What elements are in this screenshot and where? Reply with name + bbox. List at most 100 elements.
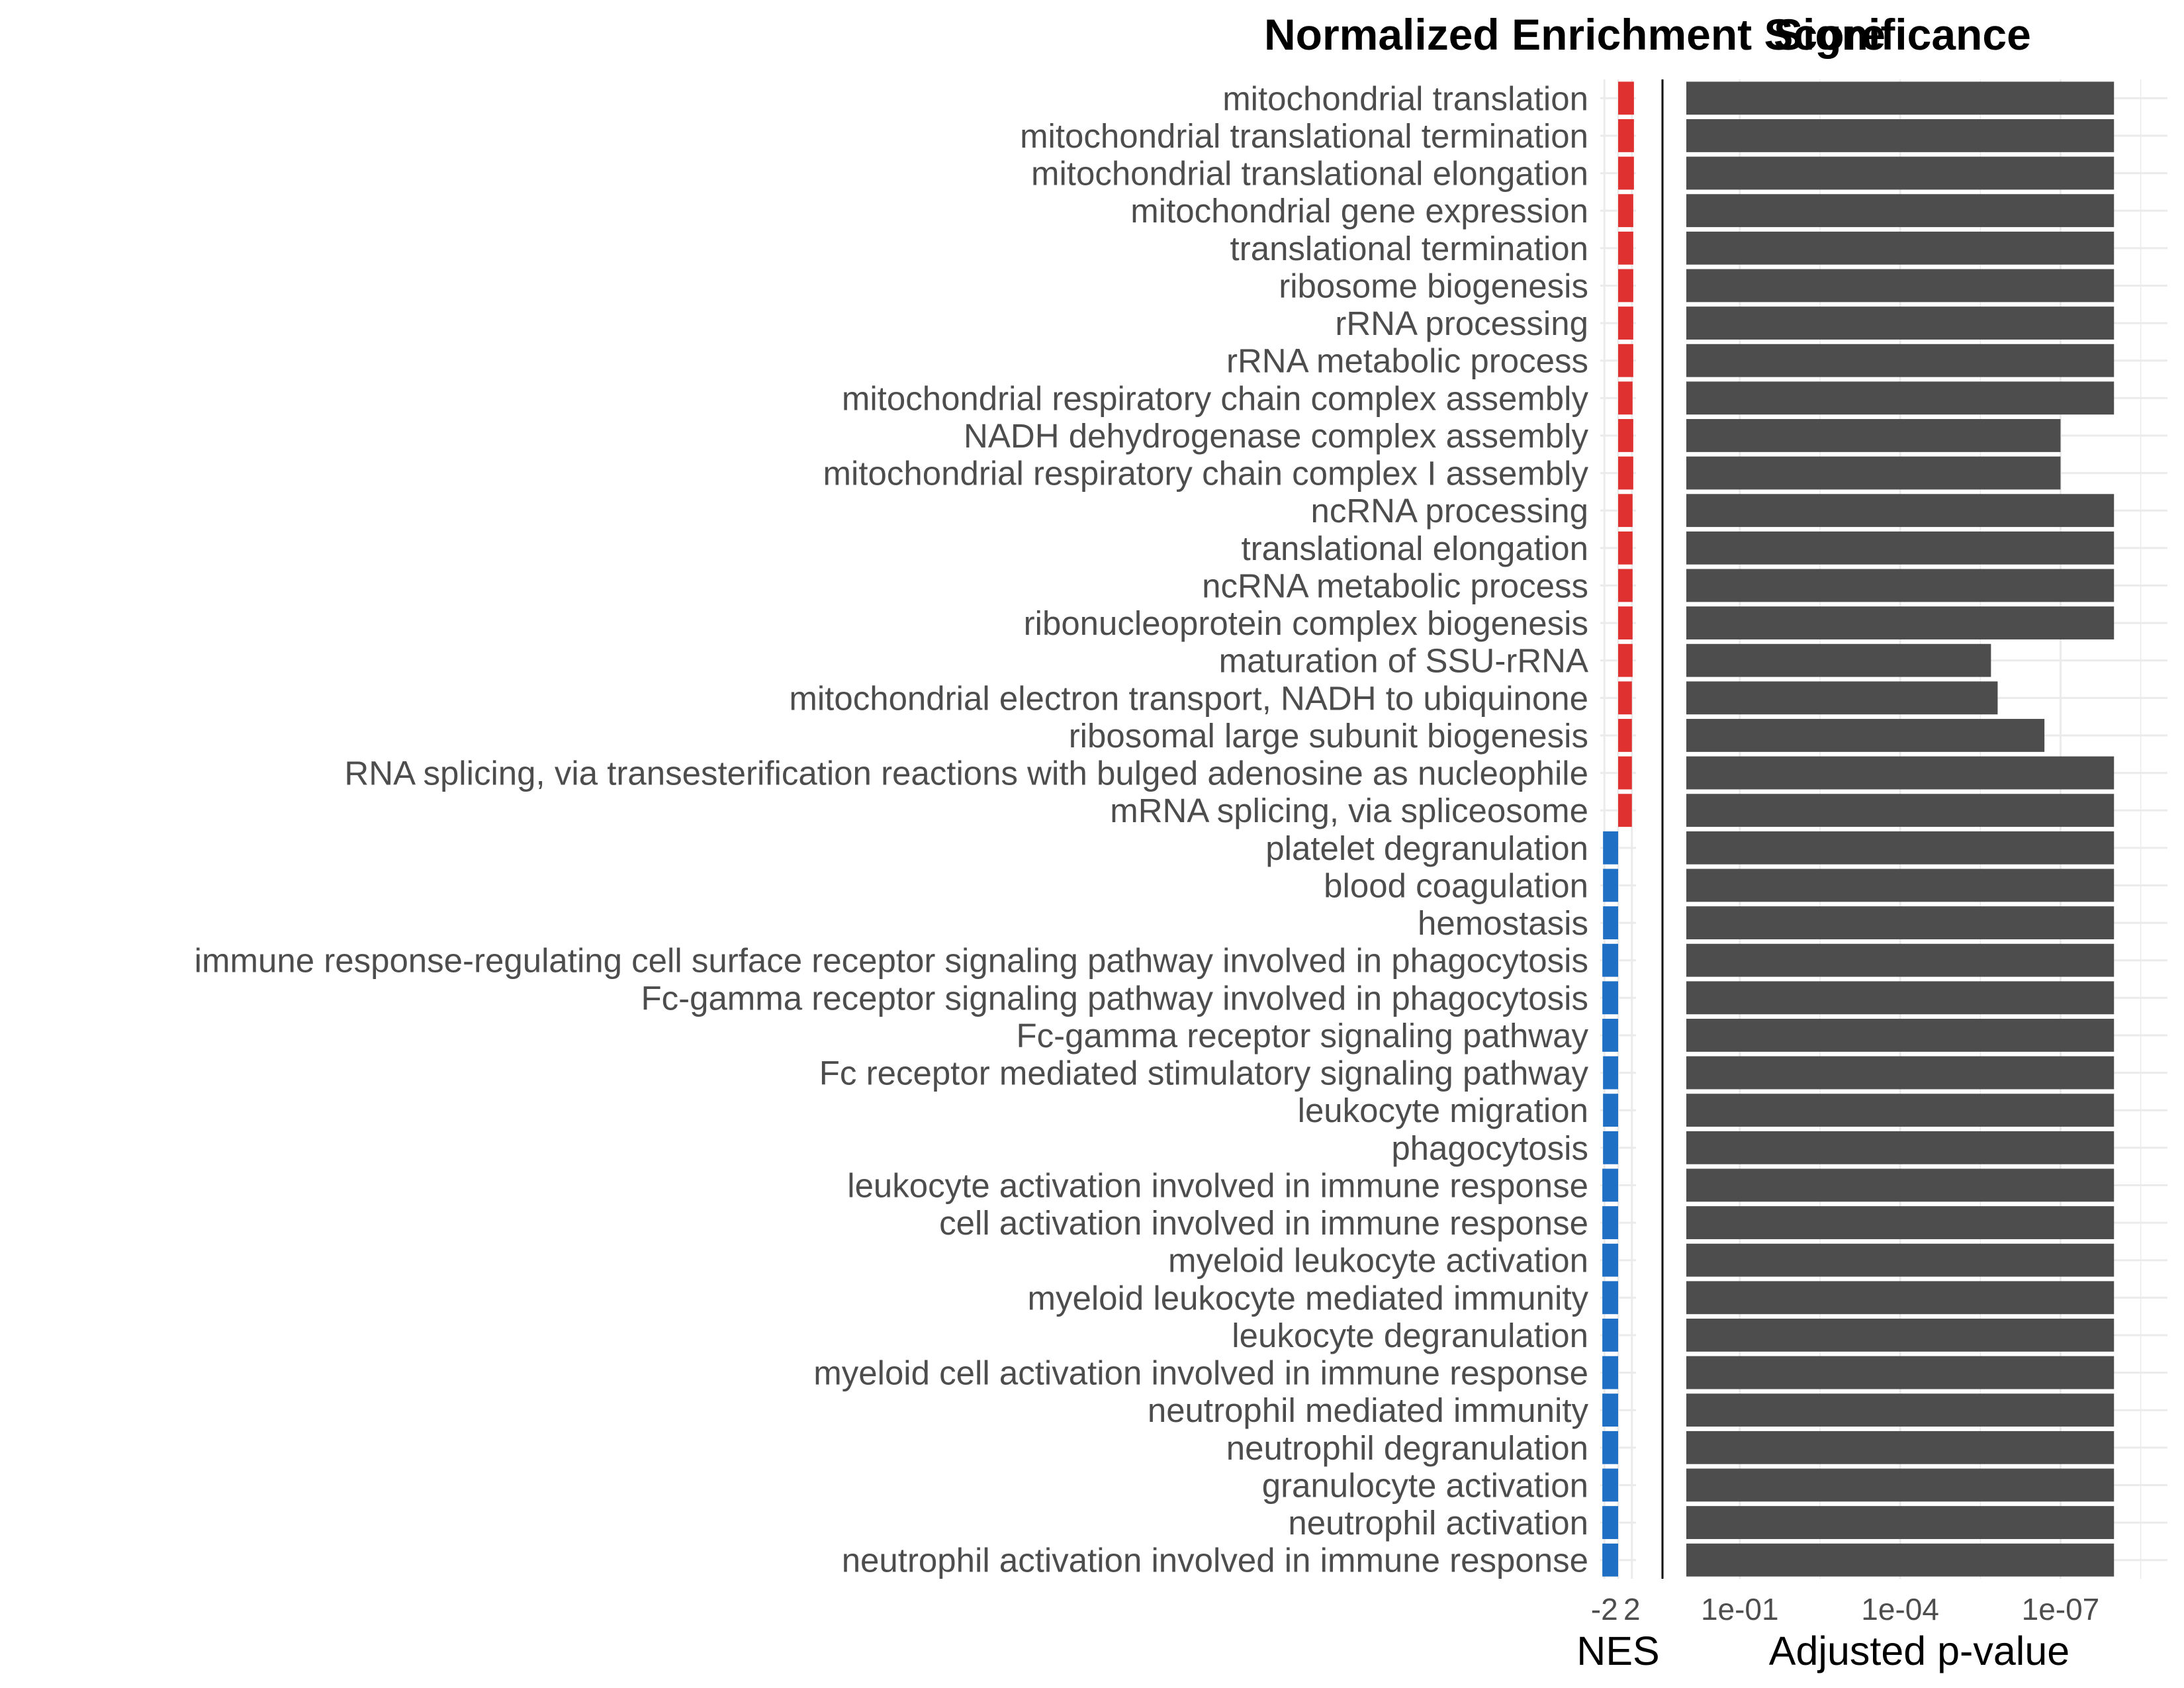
- nes-bar: [1602, 1468, 1618, 1502]
- pvalue-bar: [1686, 156, 2115, 190]
- nes-bar: [1602, 1019, 1618, 1052]
- nes-axis-label: NES: [1576, 1628, 1659, 1673]
- term-label: mitochondrial translational elongation: [1031, 155, 1588, 193]
- term-label: leukocyte migration: [1298, 1092, 1588, 1129]
- nes-bar: [1618, 531, 1633, 565]
- nes-bar: [1602, 1506, 1618, 1539]
- pvalue-bar: [1686, 1131, 2115, 1164]
- pvalue-bar: [1686, 1393, 2115, 1427]
- term-label: ribonucleoprotein complex biogenesis: [1024, 604, 1588, 642]
- term-label: Fc-gamma receptor signaling pathway: [1016, 1017, 1588, 1055]
- pvalue-bar: [1686, 1094, 2115, 1127]
- nes-bar: [1618, 643, 1633, 677]
- term-label: hemostasis: [1418, 904, 1588, 942]
- nes-bar: [1602, 1319, 1618, 1352]
- term-label: myeloid cell activation involved in immu…: [813, 1354, 1588, 1392]
- nes-bar: [1603, 831, 1618, 865]
- pvalue-bar: [1686, 344, 2115, 377]
- term-label: mitochondrial respiratory chain complex …: [823, 455, 1589, 492]
- term-label: mitochondrial gene expression: [1130, 192, 1588, 230]
- nes-bar: [1603, 1094, 1618, 1127]
- nes-bar: [1602, 1356, 1618, 1389]
- pvalue-bar: [1686, 1281, 2115, 1315]
- pvalue-bar: [1686, 194, 2115, 228]
- term-label: immune response-regulating cell surface …: [195, 942, 1588, 980]
- nes-bar: [1602, 981, 1618, 1015]
- nes-bar: [1618, 194, 1633, 228]
- significance-panel: 1e-01 1e-04 1e-07: [1661, 79, 2167, 1626]
- nes-bar: [1618, 306, 1633, 340]
- pvalue-bar: [1686, 1543, 2115, 1577]
- nes-bar: [1618, 681, 1632, 715]
- pvalue-tick-label: 1e-04: [1861, 1592, 1939, 1626]
- term-label: translational termination: [1230, 230, 1588, 267]
- term-label: mRNA splicing, via spliceosome: [1110, 792, 1588, 829]
- pvalue-bar: [1686, 1168, 2115, 1202]
- pvalue-bar: [1686, 794, 2115, 827]
- pvalue-bar: [1686, 719, 2045, 752]
- pvalue-bar: [1686, 1206, 2115, 1239]
- term-label: ribosomal large subunit biogenesis: [1069, 717, 1588, 755]
- term-label: mitochondrial translational termination: [1020, 117, 1588, 155]
- nes-bar: [1618, 794, 1632, 827]
- term-label: translational elongation: [1241, 530, 1588, 567]
- nes-bar: [1603, 1131, 1618, 1164]
- pvalue-bar: [1686, 1019, 2115, 1052]
- term-label: blood coagulation: [1324, 867, 1588, 904]
- nes-bar: [1618, 419, 1633, 452]
- nes-bar: [1618, 119, 1634, 152]
- pvalue-bar: [1686, 306, 2115, 340]
- pvalue-bar: [1686, 419, 2061, 452]
- term-label: RNA splicing, via transesterification re…: [344, 755, 1588, 792]
- term-label: leukocyte degranulation: [1232, 1317, 1588, 1354]
- nes-bar: [1618, 269, 1633, 303]
- pvalue-bar: [1686, 1468, 2115, 1502]
- term-label: ncRNA metabolic process: [1202, 567, 1588, 604]
- nes-bar: [1602, 1393, 1618, 1427]
- nes-tick-label: 2: [1623, 1592, 1641, 1626]
- term-label: neutrophil mediated immunity: [1148, 1391, 1589, 1429]
- nes-bar: [1618, 569, 1633, 602]
- term-label: maturation of SSU-rRNA: [1219, 642, 1588, 680]
- term-label: mitochondrial translation: [1222, 79, 1588, 117]
- pvalue-bar: [1686, 981, 2115, 1015]
- term-label: NADH dehydrogenase complex assembly: [964, 417, 1588, 455]
- pvalue-bar: [1686, 1056, 2115, 1090]
- nes-bar: [1602, 1430, 1618, 1464]
- term-label: granulocyte activation: [1262, 1466, 1588, 1504]
- nes-bar: [1618, 756, 1632, 790]
- pvalue-bar: [1686, 119, 2115, 152]
- term-label: mitochondrial respiratory chain complex …: [842, 379, 1589, 417]
- term-label: neutrophil activation involved in immune…: [842, 1542, 1588, 1579]
- nes-tick-label: -2: [1591, 1592, 1618, 1626]
- term-label: cell activation involved in immune respo…: [939, 1204, 1588, 1242]
- term-label: Fc-gamma receptor signaling pathway invo…: [641, 979, 1588, 1017]
- nes-bar: [1618, 606, 1633, 639]
- pvalue-bar: [1686, 1506, 2115, 1539]
- pvalue-bar: [1686, 643, 1991, 677]
- pvalue-bar: [1686, 1430, 2115, 1464]
- pvalue-bar: [1686, 1243, 2115, 1277]
- nes-bar: [1602, 1543, 1618, 1577]
- pvalue-bar: [1686, 906, 2115, 939]
- pvalue-bar: [1686, 494, 2115, 528]
- term-label: myeloid leukocyte activation: [1168, 1242, 1588, 1280]
- pvalue-axis-label: Adjusted p-value: [1769, 1628, 2070, 1673]
- nes-panel-title: Normalized Enrichment Score: [1264, 10, 1886, 59]
- term-label: rRNA processing: [1335, 305, 1588, 342]
- nes-bar: [1602, 1243, 1618, 1277]
- pvalue-bar: [1686, 943, 2115, 977]
- pvalue-bar: [1686, 269, 2115, 303]
- pvalue-tick-label: 1e-07: [2022, 1592, 2100, 1626]
- nes-bar: [1618, 719, 1632, 752]
- significance-panel-title: Significance: [1774, 10, 2031, 59]
- nes-bar: [1602, 1168, 1618, 1202]
- term-label: leukocyte activation involved in immune …: [847, 1166, 1588, 1204]
- term-label: phagocytosis: [1391, 1129, 1588, 1167]
- nes-bar: [1618, 231, 1633, 265]
- pvalue-bar: [1686, 1319, 2115, 1352]
- nes-bar: [1603, 868, 1618, 902]
- term-label: neutrophil degranulation: [1226, 1429, 1588, 1467]
- nes-bar: [1618, 494, 1633, 528]
